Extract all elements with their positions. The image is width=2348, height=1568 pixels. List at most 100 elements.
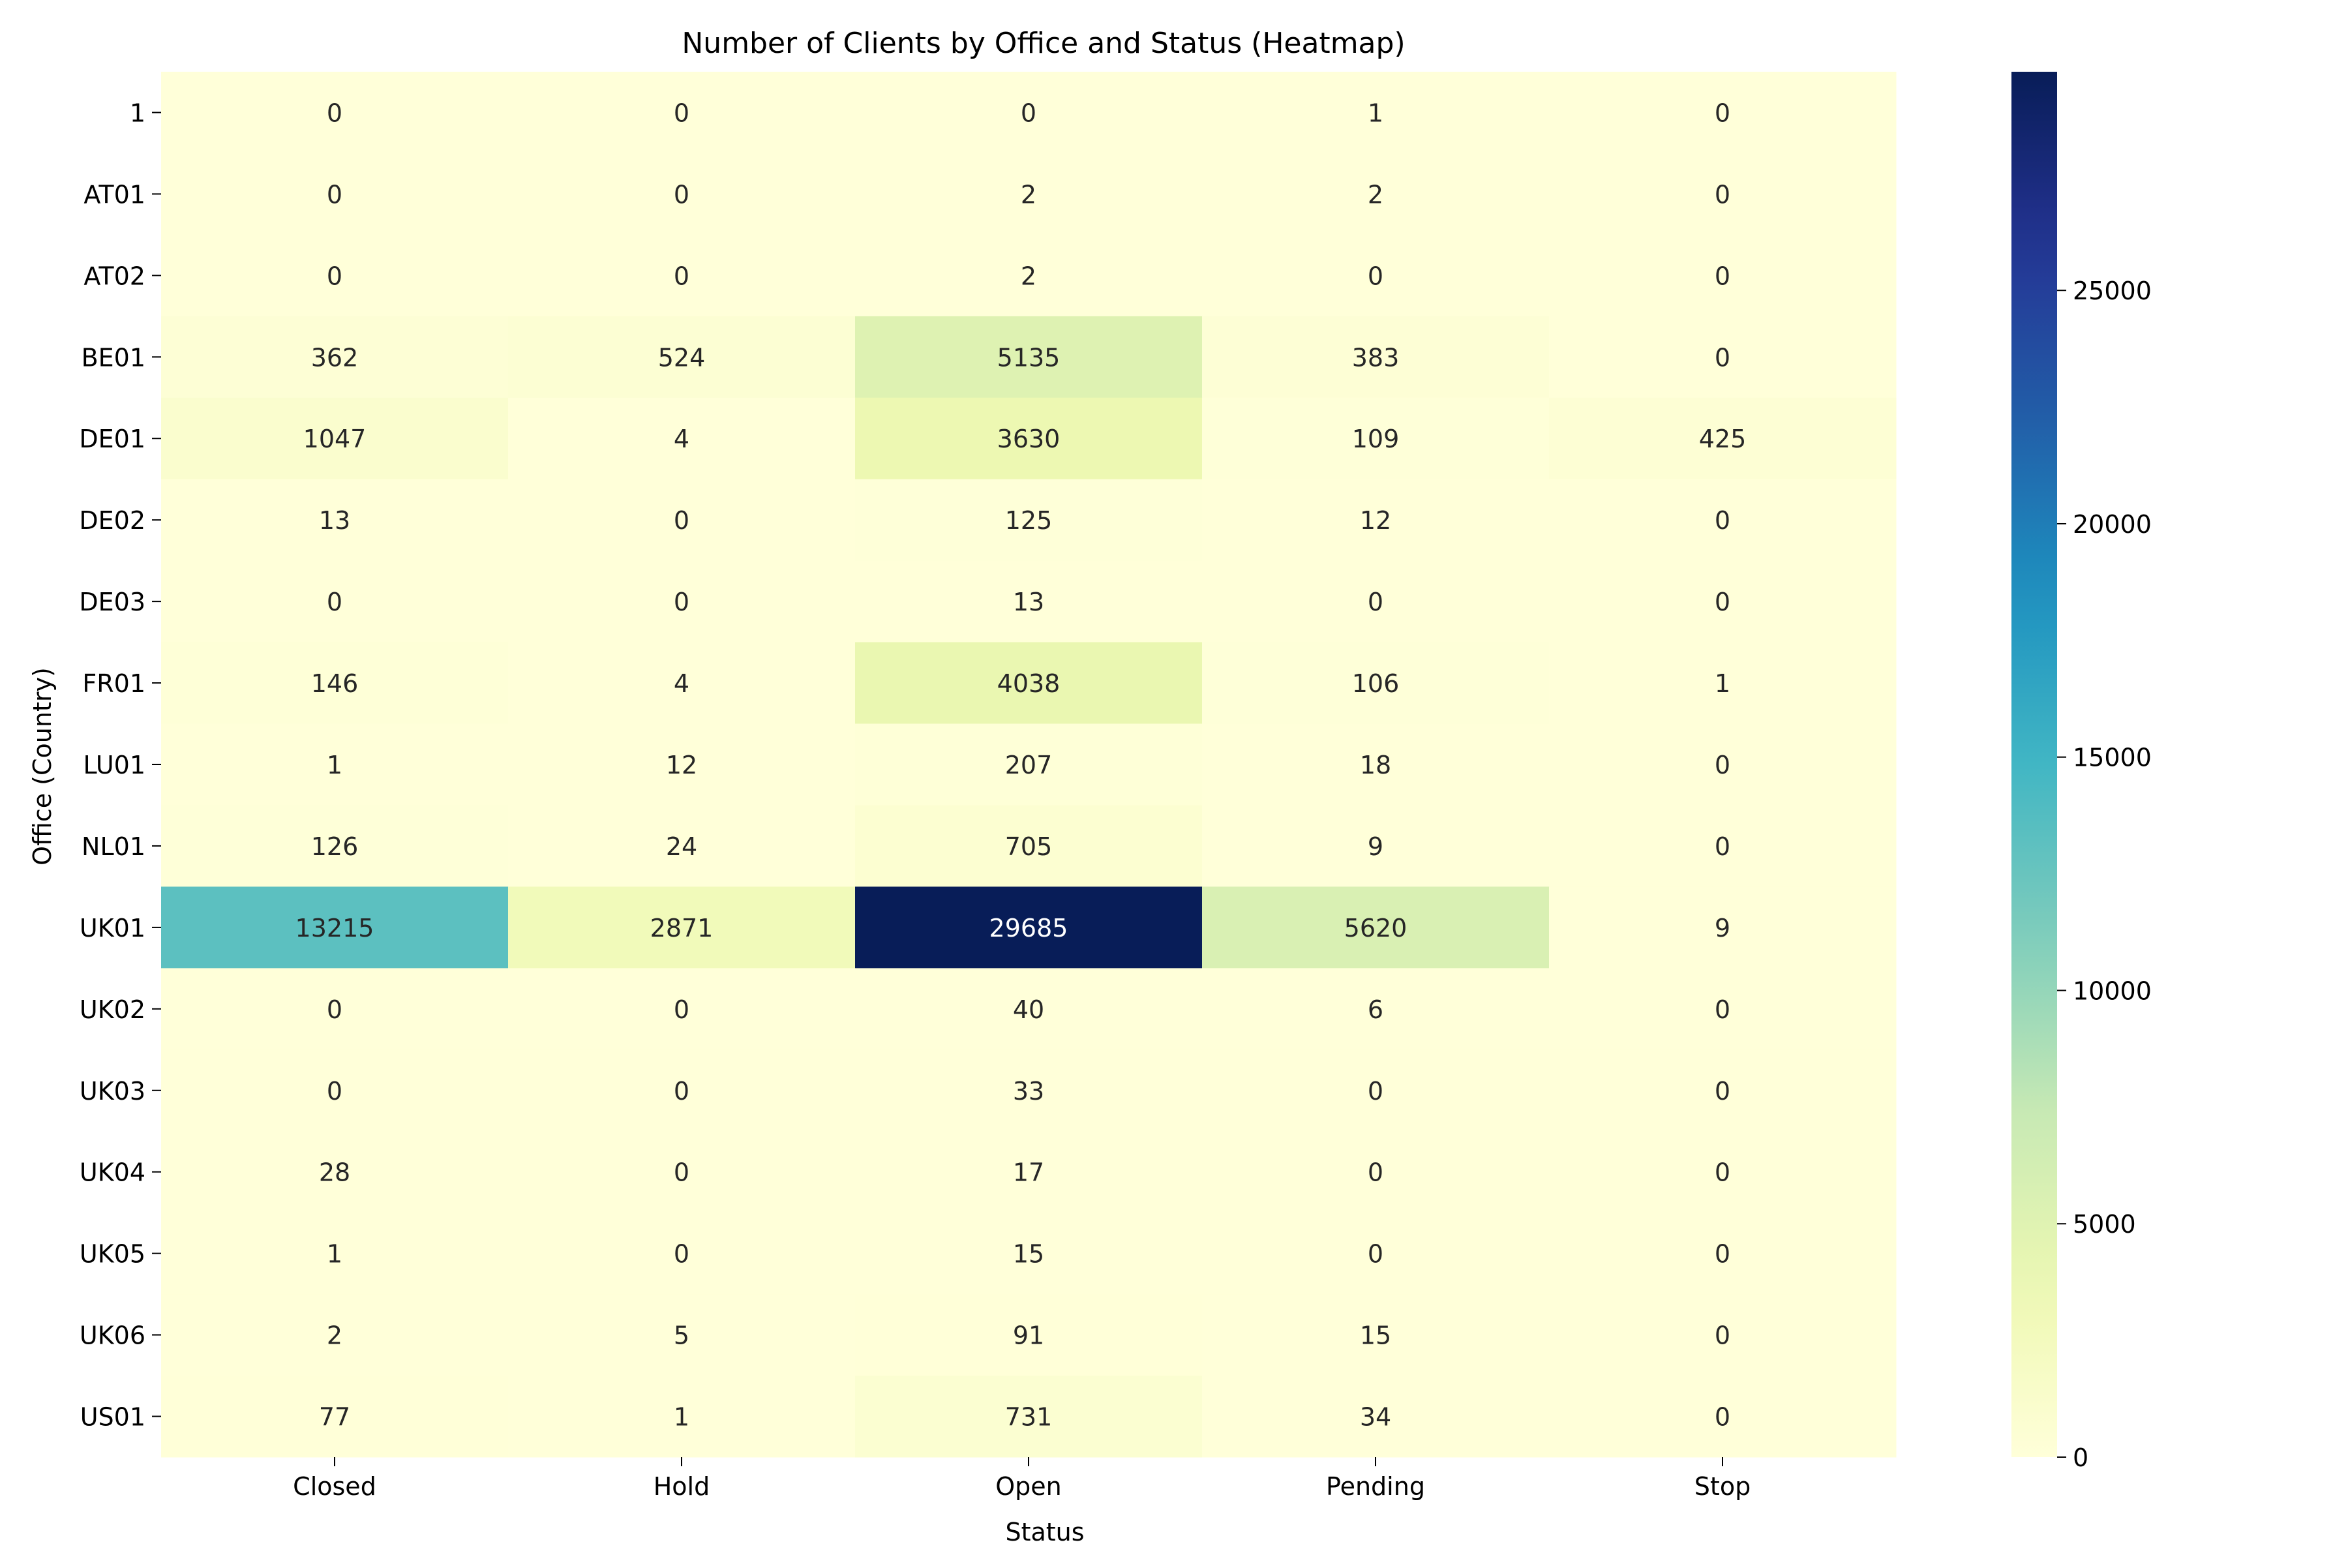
cell-value-label: 0 bbox=[1715, 1321, 1730, 1350]
heatmap-cell bbox=[161, 886, 509, 969]
cell-value-label: 125 bbox=[1005, 506, 1053, 535]
cell-value-label: 91 bbox=[1013, 1321, 1044, 1350]
heatmap-cell bbox=[161, 805, 509, 887]
cell-value-label: 0 bbox=[1368, 1240, 1383, 1269]
cell-value-label: 0 bbox=[327, 1077, 342, 1106]
heatmap-cell bbox=[855, 886, 1203, 969]
cell-value-label: 0 bbox=[674, 995, 689, 1024]
heatmap-cell bbox=[1202, 153, 1550, 235]
heatmap-cell bbox=[508, 1294, 856, 1376]
cell-value-label: 0 bbox=[1368, 1158, 1383, 1187]
cell-value-label: 0 bbox=[1715, 98, 1730, 127]
heatmap-cell bbox=[1202, 234, 1550, 317]
cell-value-label: 12 bbox=[666, 751, 697, 779]
heatmap-cell bbox=[1549, 153, 1897, 235]
cell-value-label: 9 bbox=[1368, 832, 1383, 861]
heatmap-cell bbox=[1549, 72, 1897, 154]
cell-value-label: 1 bbox=[674, 1403, 689, 1432]
heatmap-cell bbox=[508, 723, 856, 806]
cell-value-label: 0 bbox=[327, 588, 342, 616]
cell-value-label: 0 bbox=[1715, 262, 1730, 290]
cell-value-label: 12 bbox=[1360, 506, 1391, 535]
cell-value-label: 0 bbox=[674, 98, 689, 127]
cell-value-label: 13215 bbox=[295, 914, 374, 942]
x-tick-label: Hold bbox=[654, 1472, 710, 1501]
cell-value-label: 2871 bbox=[650, 914, 714, 942]
heatmap-cell bbox=[1549, 1213, 1897, 1295]
heatmap-cell bbox=[1202, 642, 1550, 725]
heatmap-cell bbox=[508, 153, 856, 235]
heatmap-cell bbox=[1549, 1294, 1897, 1376]
heatmap-cell bbox=[1549, 642, 1897, 725]
heatmap-cell bbox=[1549, 234, 1897, 317]
colorbar-tick-label: 10000 bbox=[2073, 976, 2152, 1005]
y-tick-label: NL01 bbox=[82, 832, 145, 861]
y-tick-label: FR01 bbox=[82, 669, 145, 698]
cell-value-label: 3630 bbox=[997, 425, 1061, 453]
heatmap-cell bbox=[855, 234, 1203, 317]
heatmap-cell bbox=[1549, 316, 1897, 399]
heatmap-cell bbox=[161, 968, 509, 1050]
heatmap-cell bbox=[1202, 968, 1550, 1050]
heatmap-cell bbox=[1549, 1131, 1897, 1213]
heatmap-cell bbox=[1202, 886, 1550, 969]
heatmap-cell bbox=[161, 1049, 509, 1132]
colorbar: 0 5000 10000 15000 20000 25000 bbox=[2011, 72, 2152, 1472]
cell-value-label: 106 bbox=[1352, 669, 1400, 698]
cell-value-label: 6 bbox=[1368, 995, 1383, 1024]
cell-value-label: 0 bbox=[1715, 1158, 1730, 1187]
heatmap-cell bbox=[1202, 1376, 1550, 1458]
cell-value-label: 2 bbox=[1021, 262, 1036, 290]
cell-value-label: 705 bbox=[1005, 832, 1053, 861]
cell-value-label: 0 bbox=[327, 98, 342, 127]
cell-value-label: 0 bbox=[674, 1240, 689, 1269]
cell-value-label: 0 bbox=[327, 995, 342, 1024]
heatmap-cell bbox=[161, 560, 509, 643]
chart-title: Number of Clients by Office and Status (… bbox=[682, 27, 1405, 60]
heatmap-cell bbox=[855, 153, 1203, 235]
y-tick-label: DE02 bbox=[79, 506, 145, 535]
heatmap-cell bbox=[508, 1376, 856, 1458]
cell-value-label: 0 bbox=[1715, 180, 1730, 209]
cell-value-label: 207 bbox=[1005, 751, 1053, 779]
heatmap-cell bbox=[1549, 968, 1897, 1050]
cell-value-label: 109 bbox=[1352, 425, 1400, 453]
heatmap-cell bbox=[508, 72, 856, 154]
heatmap-cell bbox=[161, 723, 509, 806]
cell-value-label: 0 bbox=[327, 262, 342, 290]
heatmap-cell bbox=[1549, 560, 1897, 643]
heatmap-cell bbox=[508, 886, 856, 969]
colorbar-tick-label: 5000 bbox=[2073, 1210, 2136, 1239]
heatmap-cell bbox=[855, 560, 1203, 643]
cell-value-label: 1047 bbox=[303, 425, 367, 453]
heatmap-cell bbox=[1549, 479, 1897, 562]
heatmap-cell bbox=[1202, 1213, 1550, 1295]
heatmap-cell bbox=[161, 1131, 509, 1213]
heatmap-cell bbox=[161, 642, 509, 725]
y-tick-label: UK02 bbox=[80, 995, 145, 1024]
cell-value-label: 0 bbox=[327, 180, 342, 209]
heatmap-cell bbox=[161, 1213, 509, 1295]
cell-value-label: 0 bbox=[1021, 98, 1036, 127]
cell-value-label: 9 bbox=[1715, 914, 1730, 942]
cell-value-label: 33 bbox=[1013, 1077, 1044, 1106]
heatmap-cell bbox=[1549, 397, 1897, 480]
y-tick-label: AT01 bbox=[83, 180, 145, 209]
heatmap-cell bbox=[508, 234, 856, 317]
cell-value-label: 524 bbox=[658, 343, 706, 372]
cell-value-label: 2 bbox=[1368, 180, 1383, 209]
heatmap-cell bbox=[1549, 723, 1897, 806]
cell-value-label: 1 bbox=[1368, 98, 1383, 127]
heatmap-cell bbox=[1549, 886, 1897, 969]
cell-value-label: 1 bbox=[327, 751, 342, 779]
cell-value-label: 0 bbox=[1715, 751, 1730, 779]
cell-value-label: 5 bbox=[674, 1321, 689, 1350]
cell-value-label: 28 bbox=[319, 1158, 350, 1187]
cell-value-label: 4 bbox=[674, 425, 689, 453]
heatmap-cell bbox=[1202, 479, 1550, 562]
cell-value-label: 0 bbox=[674, 262, 689, 290]
heatmap-cell bbox=[161, 153, 509, 235]
heatmap-cell bbox=[855, 479, 1203, 562]
